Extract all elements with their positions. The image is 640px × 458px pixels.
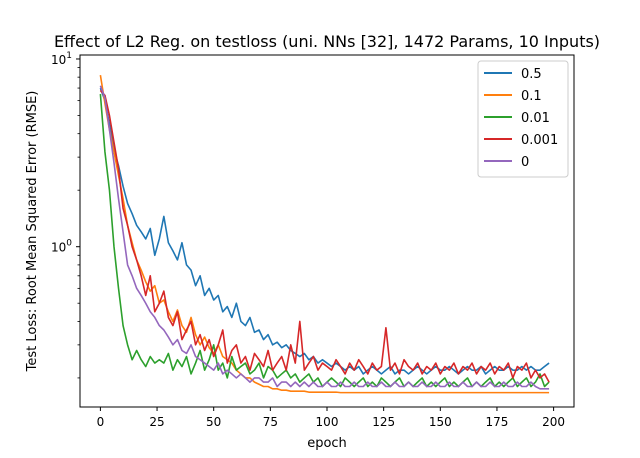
legend-label-4: 0 (521, 155, 529, 170)
y-axis: 100 101 (51, 51, 80, 379)
y-axis-label: Test Loss: Root Mean Squared Error (RMSE… (25, 91, 40, 373)
legend-label-0: 0.5 (521, 67, 542, 82)
x-tick-label: 75 (263, 415, 278, 429)
x-tick-label: 25 (149, 415, 164, 429)
legend-label-2: 0.01 (521, 111, 550, 126)
legend-box (477, 60, 569, 178)
x-axis: 0 25 50 75 100 125 150 175 200 (97, 407, 565, 429)
series-line-3 (99, 89, 550, 383)
legend-label-3: 0.001 (521, 133, 558, 148)
x-tick-label: 100 (316, 415, 339, 429)
x-tick-label: 150 (429, 415, 452, 429)
plot-lines (99, 75, 550, 394)
legend: 0.5 0.1 0.01 0.001 0 (477, 60, 569, 178)
y-tick-label: 101 (51, 51, 72, 67)
x-tick-label: 125 (372, 415, 395, 429)
legend-label-1: 0.1 (521, 89, 542, 104)
x-tick-label: 175 (486, 415, 509, 429)
x-tick-label: 0 (97, 415, 105, 429)
x-tick-label: 200 (542, 415, 565, 429)
x-tick-label: 50 (206, 415, 221, 429)
y-tick-label: 100 (51, 239, 72, 255)
chart-title: Effect of L2 Reg. on testloss (uni. NNs … (54, 32, 600, 51)
x-axis-label: epoch (307, 436, 347, 451)
series-line-4 (99, 85, 550, 390)
series-line-1 (99, 75, 550, 394)
